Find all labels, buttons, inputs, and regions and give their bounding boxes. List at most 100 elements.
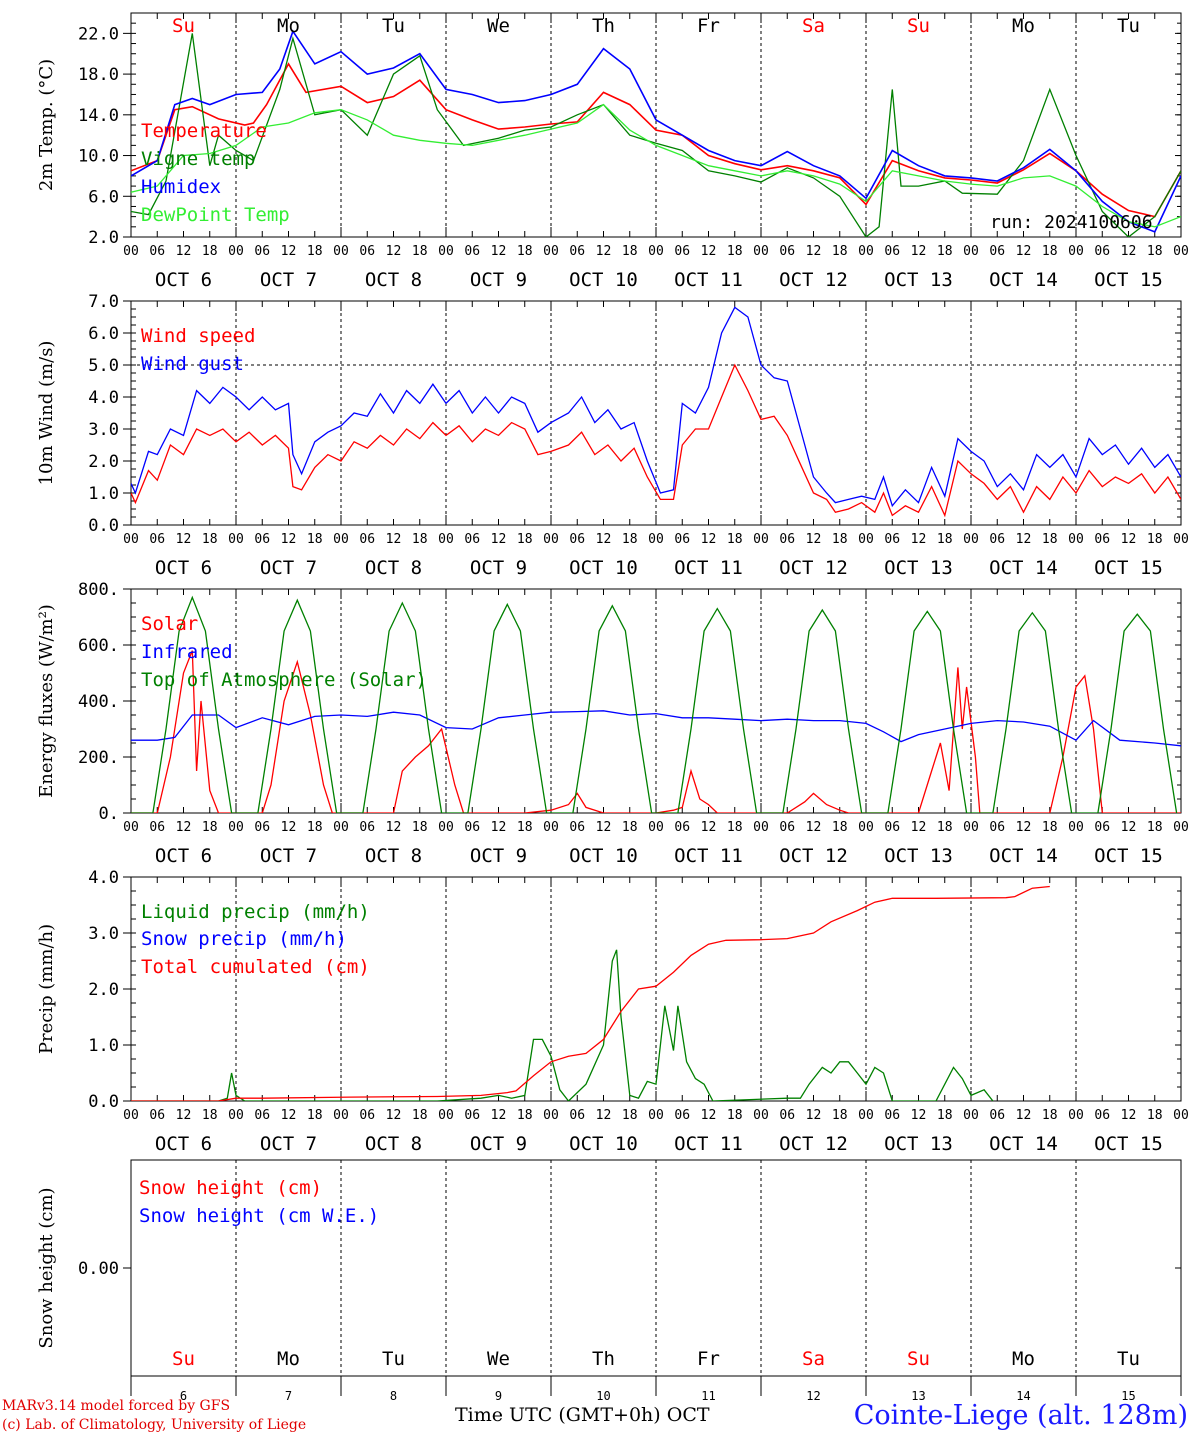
weekday-label: Th	[592, 1348, 615, 1370]
hour-tick-label: 12	[491, 532, 507, 547]
hour-tick-label: 12	[176, 532, 192, 547]
date-label: OCT 12	[779, 845, 848, 867]
hour-tick-label: 00	[438, 532, 454, 547]
hour-tick-label: 18	[1042, 820, 1058, 835]
date-label: OCT 6	[155, 269, 212, 291]
hour-tick-label: 00	[333, 532, 349, 547]
series-line-humidex	[131, 29, 1181, 233]
day-number-label: 12	[806, 1389, 820, 1403]
date-label: OCT 6	[155, 845, 212, 867]
panel-4	[123, 876, 1182, 1102]
hour-tick-label: 06	[149, 532, 165, 547]
date-label: OCT 8	[365, 1133, 422, 1155]
hour-tick-label: 00	[123, 532, 139, 547]
legend-entry: Humidex	[141, 176, 221, 198]
hour-tick-label: 12	[701, 244, 717, 259]
y-tick-label: 22.0	[78, 24, 119, 44]
y-tick-label: 2.0	[88, 980, 119, 1000]
hour-tick-label: 06	[359, 244, 375, 259]
hour-tick-label: 06	[254, 532, 270, 547]
hour-tick-label: 00	[543, 244, 559, 259]
hour-tick-label: 12	[1121, 820, 1137, 835]
hour-tick-label: 18	[622, 1108, 638, 1123]
hour-tick-label: 06	[1094, 820, 1110, 835]
hour-tick-label: 00	[648, 244, 664, 259]
hour-tick-label: 18	[202, 820, 218, 835]
hour-tick-label: 12	[281, 532, 297, 547]
panel-5	[123, 1159, 1182, 1396]
date-label: OCT 12	[779, 1133, 848, 1155]
hour-tick-label: 00	[228, 820, 244, 835]
weekday-label: Tu	[382, 1348, 405, 1370]
hour-tick-label: 18	[412, 532, 428, 547]
weekday-label: Su	[172, 1348, 195, 1370]
y-tick-label: 4.0	[88, 868, 119, 888]
date-label: OCT 14	[989, 845, 1058, 867]
hour-tick-label: 00	[963, 532, 979, 547]
hour-tick-label: 12	[1121, 1108, 1137, 1123]
series-line-total-cumulated-cm-	[131, 885, 1050, 1101]
hour-tick-label: 06	[464, 1108, 480, 1123]
y-tick-label: 800.	[78, 580, 119, 600]
panel-2	[123, 300, 1182, 526]
legend-entry: Snow precip (mm/h)	[141, 928, 347, 950]
date-label: OCT 11	[674, 845, 743, 867]
hour-tick-label: 12	[596, 244, 612, 259]
date-label: OCT 13	[884, 269, 953, 291]
y-tick-label: 0.00	[78, 1259, 119, 1279]
credit-line-model: MARv3.14 model forced by GFS	[2, 1398, 231, 1414]
date-label: OCT 14	[989, 557, 1058, 579]
run-label: run: 2024100606	[990, 212, 1153, 233]
panel-1	[123, 12, 1182, 238]
hour-tick-label: 06	[1094, 1108, 1110, 1123]
hour-tick-label: 18	[832, 244, 848, 259]
hour-tick-label: 12	[281, 1108, 297, 1123]
date-label: OCT 14	[989, 269, 1058, 291]
date-label: OCT 12	[779, 269, 848, 291]
legend-entry: DewPoint Temp	[141, 204, 290, 226]
hour-tick-label: 12	[701, 532, 717, 547]
hour-tick-label: 06	[674, 532, 690, 547]
hour-tick-label: 12	[911, 1108, 927, 1123]
day-number-label: 10	[596, 1389, 610, 1403]
hour-tick-label: 18	[832, 820, 848, 835]
hour-tick-label: 06	[884, 1108, 900, 1123]
hour-tick-label: 18	[1147, 820, 1163, 835]
hour-tick-label: 12	[386, 244, 402, 259]
y-tick-label: 0.	[99, 804, 119, 824]
credits: MARv3.14 model forced by GFS (c) Lab. of…	[2, 1397, 306, 1435]
legend-entry: Total cumulated (cm)	[141, 956, 370, 978]
hour-tick-label: 00	[963, 244, 979, 259]
hour-tick-label: 00	[123, 820, 139, 835]
day-number-label: 9	[495, 1389, 502, 1403]
y-tick-label: 0.0	[88, 1092, 119, 1112]
hour-tick-label: 18	[412, 244, 428, 259]
legend-entry: Vigne temp	[141, 148, 255, 170]
y-tick-label: 14.0	[78, 106, 119, 126]
date-label: OCT 6	[155, 557, 212, 579]
hour-tick-label: 12	[491, 820, 507, 835]
hour-tick-label: 18	[727, 820, 743, 835]
hour-tick-label: 00	[648, 532, 664, 547]
hour-tick-label: 00	[963, 820, 979, 835]
hour-tick-label: 06	[779, 532, 795, 547]
hour-tick-label: 06	[989, 1108, 1005, 1123]
weekday-label: Tu	[1117, 15, 1140, 37]
weekday-label: We	[487, 1348, 510, 1370]
y-tick-label: 2.0	[88, 228, 119, 248]
hour-tick-label: 00	[1068, 820, 1084, 835]
y-tick-label: 10.0	[78, 147, 119, 167]
hour-tick-label: 00	[123, 1108, 139, 1123]
hour-tick-label: 00	[123, 244, 139, 259]
legend-entry: Snow height (cm W.E.)	[139, 1205, 379, 1227]
hour-tick-label: 06	[884, 532, 900, 547]
hour-tick-label: 12	[491, 244, 507, 259]
hour-tick-label: 06	[989, 820, 1005, 835]
hour-tick-label: 06	[254, 820, 270, 835]
hour-tick-label: 18	[1147, 244, 1163, 259]
y-tick-label: 3.0	[88, 420, 119, 440]
hour-tick-label: 18	[307, 1108, 323, 1123]
date-label: OCT 13	[884, 557, 953, 579]
hour-tick-label: 12	[491, 1108, 507, 1123]
weekday-label: Su	[907, 1348, 930, 1370]
